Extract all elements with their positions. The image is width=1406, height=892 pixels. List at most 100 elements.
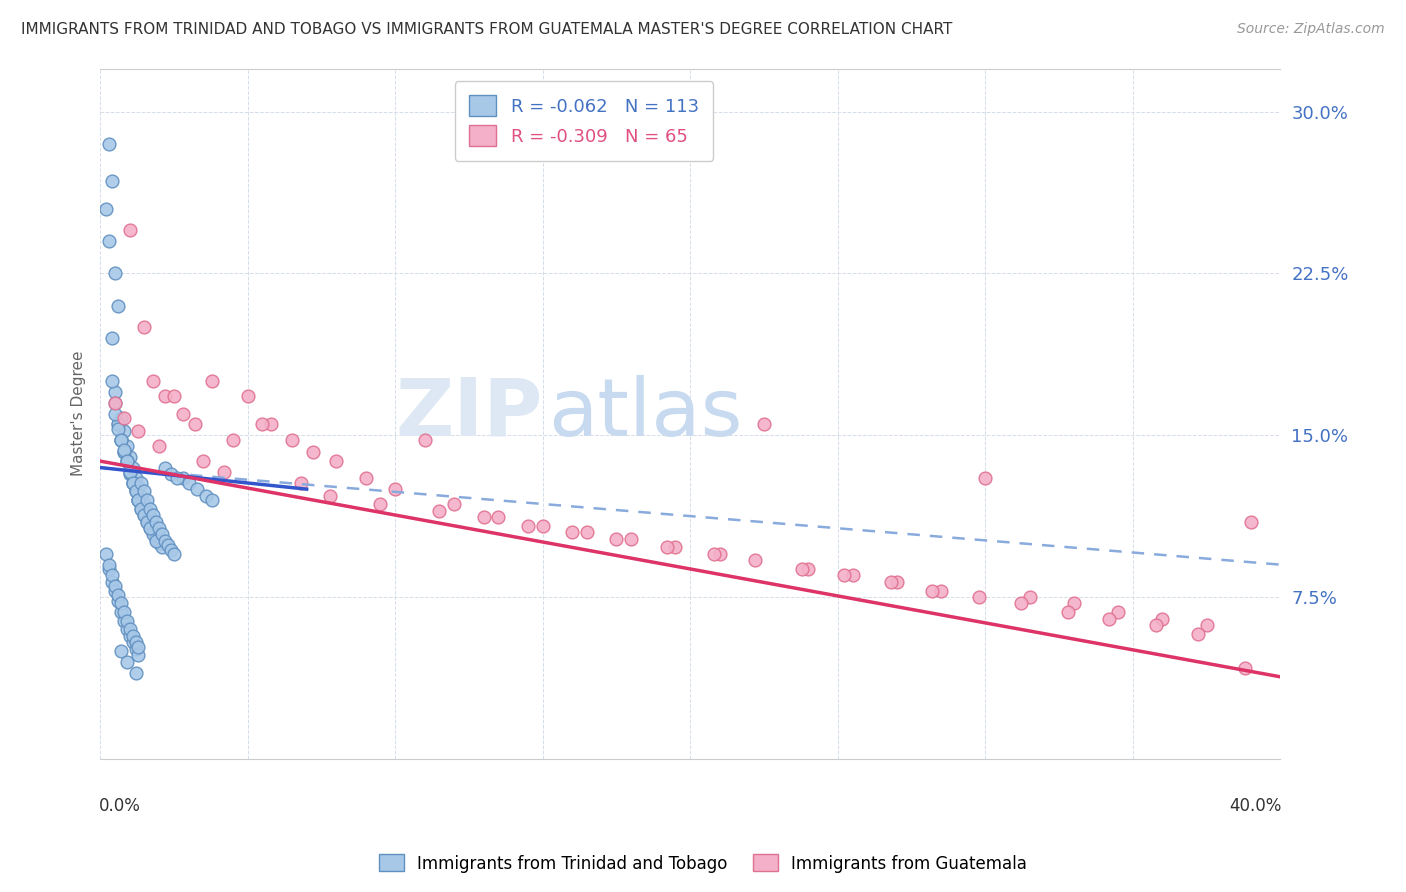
Point <box>118 467 141 481</box>
Point <box>124 484 146 499</box>
Point <box>148 530 170 544</box>
Point <box>136 504 159 518</box>
Point <box>281 433 304 447</box>
Point <box>325 454 347 468</box>
Point <box>201 492 224 507</box>
Point <box>115 454 138 468</box>
Text: Source: ZipAtlas.com: Source: ZipAtlas.com <box>1237 22 1385 37</box>
Point <box>104 583 127 598</box>
Point <box>124 484 146 499</box>
Point <box>384 482 406 496</box>
Point <box>172 471 194 485</box>
Point <box>110 433 132 447</box>
Point <box>561 525 583 540</box>
Text: ZIP: ZIP <box>395 375 543 452</box>
Point <box>145 533 167 548</box>
Point <box>260 417 283 432</box>
Point <box>107 417 129 432</box>
Point <box>145 515 167 529</box>
Point <box>163 389 186 403</box>
Point <box>118 223 141 237</box>
Point <box>131 475 153 490</box>
Point <box>101 574 124 589</box>
Point <box>145 532 167 546</box>
Point <box>709 547 731 561</box>
Point <box>134 484 156 499</box>
Point <box>472 510 495 524</box>
Point <box>121 475 143 490</box>
Point <box>1057 605 1080 619</box>
Point <box>531 518 554 533</box>
Point <box>136 510 159 524</box>
Point <box>575 525 598 540</box>
Point <box>110 644 132 658</box>
Point <box>974 471 997 485</box>
Point <box>1010 597 1032 611</box>
Point <box>104 267 127 281</box>
Point <box>153 389 176 403</box>
Point <box>517 518 540 533</box>
Point <box>112 424 135 438</box>
Point <box>112 614 135 628</box>
Point <box>134 504 156 518</box>
Point <box>112 443 135 458</box>
Point <box>222 433 245 447</box>
Point <box>115 623 138 637</box>
Point <box>124 471 146 485</box>
Point <box>413 433 436 447</box>
Point <box>142 525 165 540</box>
Point <box>252 417 274 432</box>
Point <box>121 475 143 490</box>
Point <box>148 536 170 550</box>
Point <box>118 623 141 637</box>
Point <box>112 445 135 459</box>
Point <box>121 635 143 649</box>
Point <box>115 454 138 468</box>
Point <box>118 629 141 643</box>
Point <box>110 597 132 611</box>
Point <box>107 594 129 608</box>
Point <box>124 635 146 649</box>
Point <box>110 433 132 447</box>
Point <box>139 521 162 535</box>
Point <box>110 411 132 425</box>
Point <box>112 411 135 425</box>
Point <box>370 497 392 511</box>
Point <box>1240 515 1263 529</box>
Point <box>429 504 451 518</box>
Point <box>121 460 143 475</box>
Point <box>153 533 176 548</box>
Point <box>664 541 686 555</box>
Point <box>98 562 121 576</box>
Point <box>166 471 188 485</box>
Point <box>1195 618 1218 632</box>
Point <box>115 454 138 468</box>
Point <box>136 515 159 529</box>
Point <box>880 574 903 589</box>
Point <box>139 521 162 535</box>
Point <box>139 501 162 516</box>
Point <box>115 614 138 628</box>
Point <box>620 532 643 546</box>
Point <box>1098 611 1121 625</box>
Legend: Immigrants from Trinidad and Tobago, Immigrants from Guatemala: Immigrants from Trinidad and Tobago, Imm… <box>373 847 1033 880</box>
Point <box>929 583 952 598</box>
Point <box>107 588 129 602</box>
Point <box>104 396 127 410</box>
Point <box>488 510 510 524</box>
Point <box>112 445 135 459</box>
Point <box>101 174 124 188</box>
Point <box>98 558 121 572</box>
Point <box>605 532 627 546</box>
Point <box>172 407 194 421</box>
Point <box>797 562 820 576</box>
Point <box>121 475 143 490</box>
Point <box>134 508 156 522</box>
Point <box>792 562 814 576</box>
Point <box>94 202 117 216</box>
Point <box>177 475 200 490</box>
Point <box>101 568 124 582</box>
Point <box>156 538 179 552</box>
Point <box>148 439 170 453</box>
Point <box>121 629 143 643</box>
